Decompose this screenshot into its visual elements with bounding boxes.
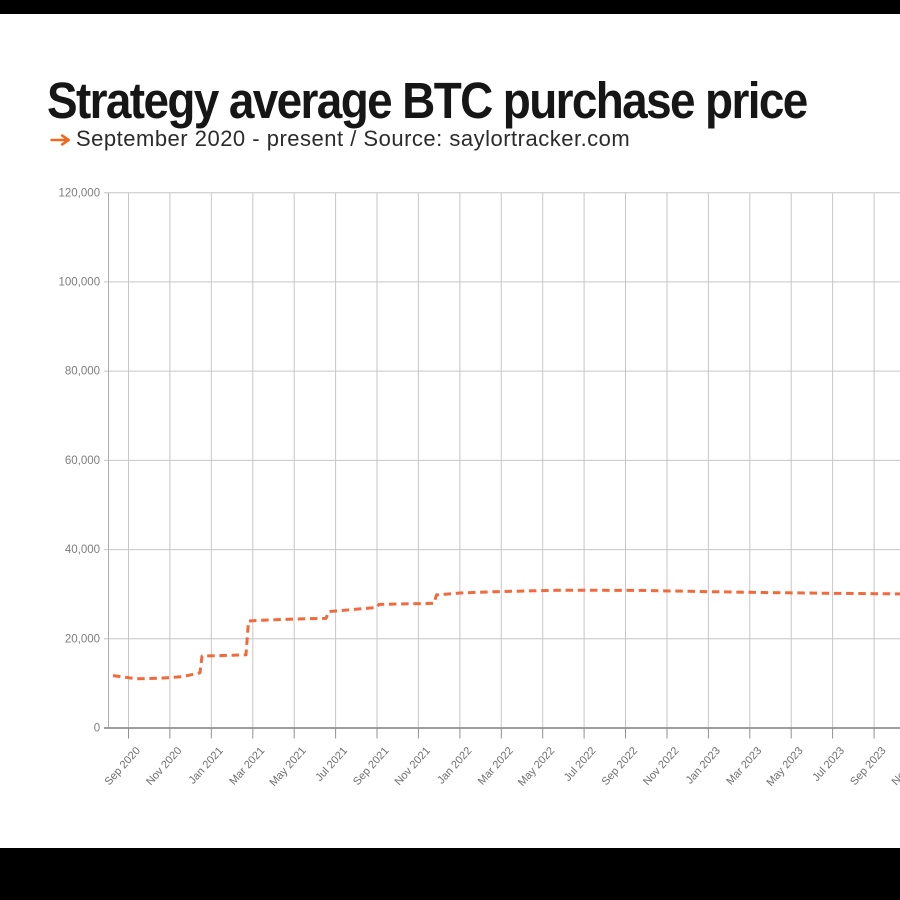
svg-text:Mar 2022: Mar 2022 bbox=[476, 745, 516, 788]
svg-text:Jul 2021: Jul 2021 bbox=[313, 745, 350, 784]
svg-text:May 2021: May 2021 bbox=[267, 745, 308, 789]
svg-text:60,000: 60,000 bbox=[65, 455, 100, 467]
svg-text:Jul 2023: Jul 2023 bbox=[810, 745, 847, 784]
svg-text:May 2023: May 2023 bbox=[764, 745, 805, 789]
svg-text:Nov 2023: Nov 2023 bbox=[890, 745, 900, 788]
svg-text:Jul 2022: Jul 2022 bbox=[562, 745, 599, 784]
svg-text:Sep 2023: Sep 2023 bbox=[848, 745, 888, 788]
svg-text:0: 0 bbox=[94, 723, 100, 735]
svg-text:100,000: 100,000 bbox=[59, 277, 101, 289]
svg-text:120,000: 120,000 bbox=[59, 187, 101, 199]
svg-text:Nov 2020: Nov 2020 bbox=[144, 745, 184, 788]
svg-text:Nov 2022: Nov 2022 bbox=[641, 745, 681, 788]
svg-text:Nov 2021: Nov 2021 bbox=[392, 745, 432, 788]
svg-text:80,000: 80,000 bbox=[65, 366, 100, 378]
svg-text:Sep 2021: Sep 2021 bbox=[351, 745, 391, 788]
svg-text:20,000: 20,000 bbox=[65, 633, 100, 645]
svg-text:Sep 2022: Sep 2022 bbox=[600, 745, 640, 788]
svg-text:Mar 2021: Mar 2021 bbox=[227, 745, 267, 788]
svg-text:May 2022: May 2022 bbox=[516, 745, 557, 789]
svg-text:Jan 2022: Jan 2022 bbox=[435, 745, 474, 787]
svg-text:Sep 2020: Sep 2020 bbox=[103, 745, 143, 788]
svg-text:Jan 2021: Jan 2021 bbox=[187, 745, 226, 787]
svg-text:40,000: 40,000 bbox=[65, 544, 100, 556]
svg-text:Jan 2023: Jan 2023 bbox=[684, 745, 723, 787]
svg-text:Mar 2023: Mar 2023 bbox=[724, 745, 764, 788]
